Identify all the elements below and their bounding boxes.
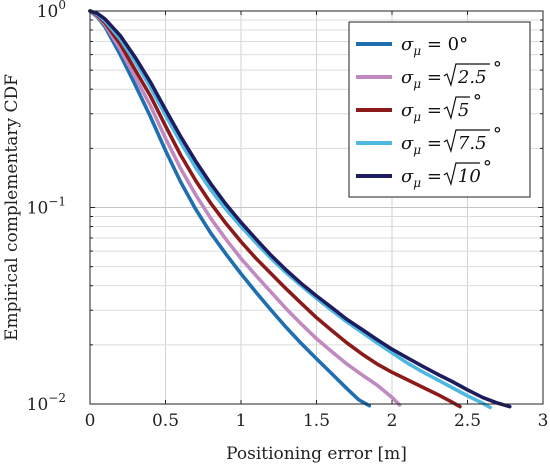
legend-degree: ° — [483, 157, 492, 178]
x-tick-label: 3 — [538, 411, 549, 431]
legend-entry: σμ = — [401, 166, 442, 190]
legend-radicand: 5 — [458, 100, 469, 121]
ticks — [89, 10, 544, 405]
x-tick-label: 2.5 — [454, 411, 481, 431]
legend-radicand: 10 — [458, 166, 481, 187]
legend-degree: ° — [493, 58, 502, 79]
x-tick-label: 2 — [387, 411, 398, 431]
sqrt-sign — [443, 162, 480, 187]
series-layer — [88, 9, 512, 410]
x-tick-label: 1 — [236, 411, 247, 431]
sqrt-sign — [443, 96, 470, 121]
x-tick-label: 1.5 — [303, 411, 330, 431]
x-tick-label: 0 — [85, 411, 96, 431]
legend-entry: σμ = — [401, 100, 442, 124]
series-line-4 — [88, 9, 492, 410]
y-tick-label: 10−2 — [27, 391, 66, 415]
sqrt-sign — [443, 63, 490, 88]
y-axis-label: Empirical complementary CDF — [2, 74, 22, 341]
legend-degree: ° — [493, 124, 502, 145]
x-axis-label: Positioning error [m] — [226, 444, 407, 464]
legend-degree: ° — [473, 91, 482, 112]
legend-radicand: 7.5 — [458, 133, 487, 154]
y-tick-label: 10−1 — [27, 195, 66, 219]
series-line-5 — [88, 9, 512, 409]
legend-entry: σμ = — [401, 133, 442, 157]
legend-radicand: 2.5 — [457, 67, 487, 88]
series-line-3 — [88, 9, 462, 409]
y-tick-label: 100 — [37, 0, 66, 22]
x-tick-label: 0.5 — [152, 411, 179, 431]
legend-entry: σμ = 0° — [401, 34, 468, 58]
tick-labels: 0 0.5 1 1.5 2 2.5 3 100 10−1 10−2 — [27, 0, 549, 431]
series-line-2 — [88, 9, 402, 407]
legend-entry: σμ = — [401, 67, 442, 91]
sqrt-sign — [443, 129, 490, 154]
series-line-1 — [88, 9, 372, 408]
legend: σμ = 0°σμ = 2.5 °σμ = 5 °σμ = 7.5 °σμ = 10 ° — [348, 21, 531, 198]
